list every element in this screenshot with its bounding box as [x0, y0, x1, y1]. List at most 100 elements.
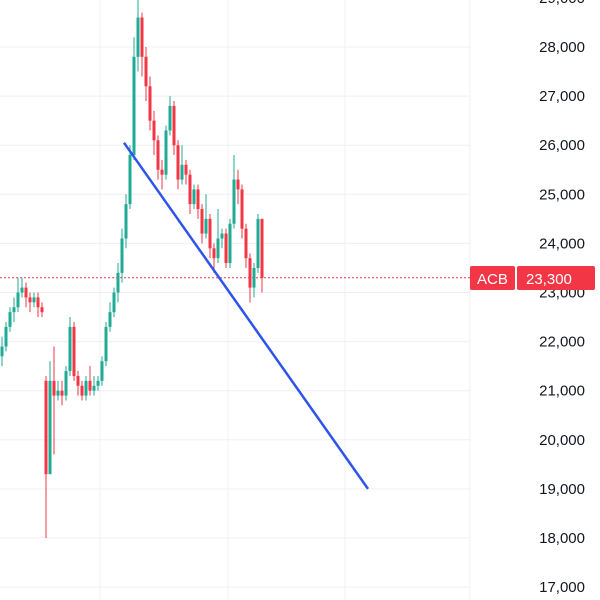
- candle: [180, 145, 184, 185]
- y-tick-label: 25,000: [539, 186, 585, 203]
- candle: [96, 375, 100, 391]
- candle-body: [64, 371, 68, 396]
- candle: [24, 282, 28, 308]
- candle: [184, 159, 188, 185]
- candle-body: [28, 297, 32, 303]
- candle-body: [132, 56, 136, 156]
- candle-body: [252, 267, 256, 288]
- candle: [12, 297, 16, 322]
- candle-body: [12, 307, 16, 313]
- candle: [4, 321, 8, 352]
- price-tag: ACB 23,300: [470, 266, 595, 290]
- candle: [76, 371, 80, 396]
- candle-body: [260, 218, 264, 278]
- candle: [0, 336, 4, 367]
- last-price-box: [517, 266, 595, 290]
- y-tick-label: 29,000: [539, 0, 585, 7]
- y-tick-label: 21,000: [539, 383, 585, 400]
- candle: [56, 380, 60, 401]
- candle: [160, 159, 164, 190]
- candle: [44, 375, 48, 538]
- candle-body: [88, 380, 92, 391]
- candle: [148, 76, 152, 131]
- candle: [112, 287, 116, 318]
- candle: [176, 140, 180, 190]
- candle-body: [4, 326, 8, 347]
- candle: [100, 356, 104, 386]
- candle: [40, 302, 44, 318]
- price-axis[interactable]: 17,00018,00019,00020,00021,00022,00023,0…: [539, 0, 585, 596]
- candle-body: [148, 86, 152, 121]
- y-tick-label: 19,000: [539, 481, 585, 498]
- candle: [232, 155, 236, 229]
- candle-body: [176, 145, 180, 180]
- candle-body: [140, 17, 144, 57]
- candle-body: [172, 105, 176, 146]
- candle-body: [20, 287, 24, 293]
- candle: [64, 366, 68, 401]
- candle-body: [236, 179, 240, 190]
- candle: [236, 169, 240, 205]
- candle-body: [0, 346, 4, 357]
- candle-body: [120, 238, 124, 273]
- candle: [152, 110, 156, 156]
- candle-body: [16, 292, 20, 308]
- y-tick-label: 27,000: [539, 88, 585, 105]
- candle-body: [108, 312, 112, 327]
- candle-body: [192, 189, 196, 205]
- y-tick-label: 18,000: [539, 530, 585, 547]
- candle-body: [80, 385, 84, 396]
- candle: [204, 194, 208, 239]
- candle-body: [104, 326, 108, 362]
- candle: [196, 184, 200, 219]
- candle-body: [100, 361, 104, 381]
- trendline[interactable]: [122, 142, 370, 490]
- candle: [224, 228, 228, 268]
- candle: [68, 317, 72, 376]
- candle: [124, 194, 128, 249]
- candle-body: [116, 272, 120, 293]
- candle-body: [256, 218, 260, 268]
- candle: [132, 37, 136, 160]
- candle-body: [168, 105, 172, 131]
- candle: [104, 321, 108, 367]
- candle-body: [188, 174, 192, 205]
- candle-body: [196, 189, 200, 210]
- candle: [128, 145, 132, 210]
- candle: [60, 380, 64, 406]
- symbol-tag: ACB: [477, 271, 508, 288]
- candle-body: [128, 155, 132, 205]
- symbol-tag-box: [470, 266, 515, 290]
- candle: [20, 277, 24, 298]
- candle-body: [160, 169, 164, 175]
- y-tick-label: 26,000: [539, 137, 585, 154]
- candle: [36, 292, 40, 318]
- candle: [192, 184, 196, 210]
- candle-body: [36, 297, 40, 308]
- candle: [72, 321, 76, 381]
- candle-body: [24, 287, 28, 298]
- candle: [92, 375, 96, 396]
- candle: [252, 263, 256, 298]
- candle: [248, 253, 252, 303]
- candle-body: [72, 326, 76, 376]
- candle-body: [76, 375, 80, 386]
- candle: [228, 218, 232, 268]
- candle: [80, 380, 84, 401]
- candle: [216, 209, 220, 264]
- candle: [164, 125, 168, 180]
- last-price-label: 23,300: [526, 271, 572, 288]
- candle: [144, 47, 148, 102]
- candle-body: [220, 233, 224, 239]
- candle-body: [152, 120, 156, 141]
- candle: [140, 12, 144, 77]
- candle: [116, 263, 120, 303]
- candle-body: [112, 292, 116, 313]
- candle-body: [60, 390, 64, 396]
- candle-body: [96, 380, 100, 386]
- y-tick-label: 28,000: [539, 39, 585, 56]
- candle-body: [56, 390, 60, 396]
- candle-body: [68, 326, 72, 372]
- candle-body: [240, 189, 244, 229]
